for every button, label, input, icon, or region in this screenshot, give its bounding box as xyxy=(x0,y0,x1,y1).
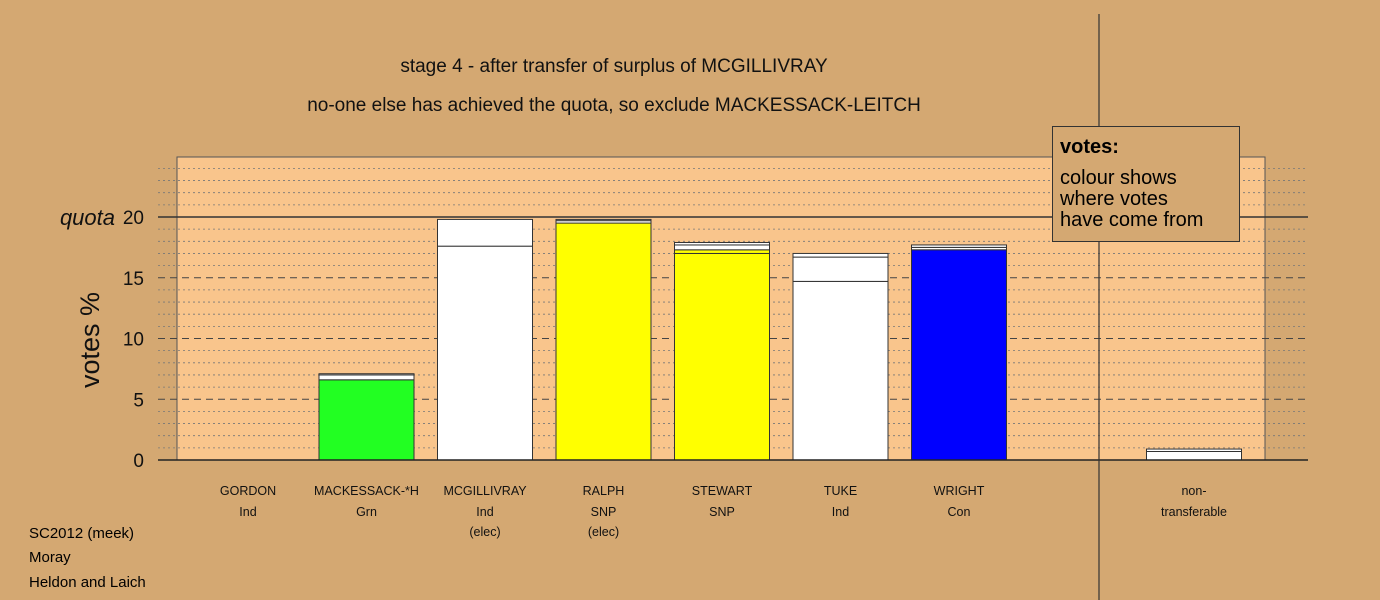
category-name: GORDON xyxy=(220,484,276,498)
category-party: Con xyxy=(948,505,971,519)
bar-segment xyxy=(437,245,533,461)
category-name: non- xyxy=(1181,484,1206,498)
quota-label: quota xyxy=(60,205,115,230)
y-tick-label: 10 xyxy=(123,330,144,351)
footer-election: SC2012 (meek) xyxy=(29,525,135,542)
bar-segment xyxy=(674,252,770,461)
category-name: RALPH xyxy=(583,484,625,498)
bar-segment xyxy=(318,379,415,461)
bar-segment xyxy=(792,256,889,282)
bar-segment xyxy=(1146,450,1242,461)
bar-segment xyxy=(318,373,415,376)
footer-ward: Heldon and Laich xyxy=(29,574,146,591)
category-name: MACKESSACK-*H xyxy=(314,484,419,498)
bar-segment xyxy=(674,242,770,246)
legend-line: have come from xyxy=(1060,209,1204,231)
chart-legend: votes: colour shows where votes have com… xyxy=(1052,126,1240,242)
bar-segment xyxy=(792,280,889,461)
category-status: (elec) xyxy=(588,525,619,539)
bar-segment xyxy=(437,218,533,247)
category-party: transferable xyxy=(1161,505,1227,519)
bar-segment xyxy=(911,249,1007,461)
y-axis-label: votes % xyxy=(75,292,105,388)
category-name: WRIGHT xyxy=(934,484,985,498)
category-name: TUKE xyxy=(824,484,857,498)
bar-segment xyxy=(555,218,652,222)
y-tick-label: 20 xyxy=(123,208,144,229)
chart-title: stage 4 - after transfer of surplus of M… xyxy=(400,56,828,77)
legend-line: colour shows xyxy=(1060,167,1177,189)
legend-title: votes: xyxy=(1060,136,1119,158)
y-tick-label: 0 xyxy=(133,451,144,472)
footer-council: Moray xyxy=(29,549,71,566)
category-party: SNP xyxy=(709,505,735,519)
y-tick-label: 5 xyxy=(133,390,144,411)
category-party: Ind xyxy=(239,505,256,519)
bar-segment xyxy=(318,374,415,381)
category-party: Ind xyxy=(476,505,493,519)
category-party: Ind xyxy=(832,505,849,519)
category-party: Grn xyxy=(356,505,377,519)
category-party: SNP xyxy=(591,505,617,519)
y-tick-label: 15 xyxy=(123,269,144,290)
bar-segment xyxy=(674,244,770,251)
bar-segment xyxy=(792,252,889,258)
category-name: MCGILLIVRAY xyxy=(443,484,527,498)
bar-segment xyxy=(1146,448,1242,452)
chart-subtitle: no-one else has achieved the quota, so e… xyxy=(307,95,921,116)
category-status: (elec) xyxy=(469,525,500,539)
bar-segment xyxy=(674,249,770,254)
bar-segment xyxy=(911,244,1007,248)
bar-segment xyxy=(555,222,652,461)
legend-line: where votes xyxy=(1060,188,1168,210)
category-name: STEWART xyxy=(692,484,753,498)
